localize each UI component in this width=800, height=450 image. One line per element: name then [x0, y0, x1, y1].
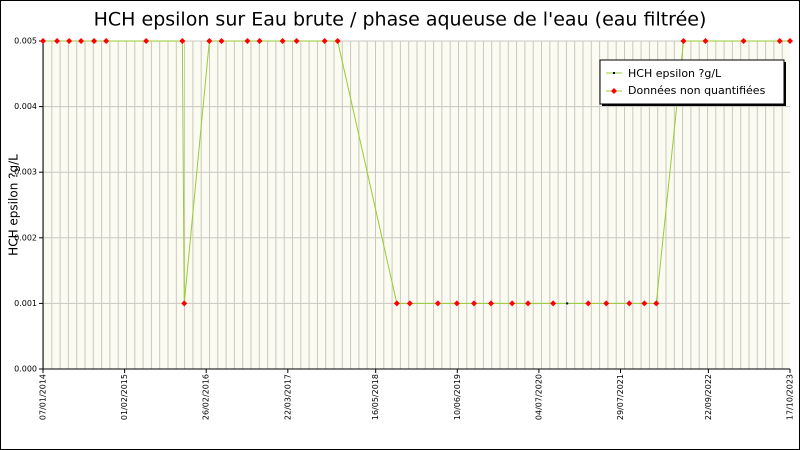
non-quantified-point — [585, 300, 592, 307]
x-tick-label: 10/06/2019 — [453, 374, 462, 420]
x-tick-label: 22/09/2022 — [704, 374, 713, 420]
x-tick-label: 01/02/2015 — [120, 374, 129, 420]
legend-marker — [611, 88, 617, 94]
non-quantified-point — [244, 38, 251, 44]
y-axis-label: HCH epsilon ?g/L — [7, 154, 21, 256]
non-quantified-point — [103, 38, 110, 44]
non-quantified-point — [321, 38, 328, 44]
x-tick-label: 07/01/2014 — [39, 374, 48, 420]
non-quantified-point — [334, 38, 341, 44]
non-quantified-point — [626, 300, 633, 307]
non-quantified-point — [776, 38, 783, 44]
non-quantified-point — [54, 38, 61, 44]
non-quantified-point — [702, 38, 709, 44]
x-tick-label: 26/02/2016 — [202, 374, 211, 420]
y-tick-label: 0.001 — [14, 299, 37, 308]
non-quantified-point — [293, 38, 300, 44]
legend — [599, 59, 785, 105]
non-quantified-point — [509, 300, 516, 307]
y-tick-label: 0.003 — [14, 168, 37, 177]
non-quantified-point — [787, 38, 793, 44]
non-quantified-point — [393, 300, 400, 307]
non-quantified-point — [680, 38, 687, 44]
non-quantified-point — [78, 38, 85, 44]
non-quantified-point — [181, 300, 188, 307]
non-quantified-point — [525, 300, 532, 307]
x-tick-label: 16/05/2018 — [371, 374, 380, 420]
non-quantified-point — [279, 38, 286, 44]
y-tick-label: 0.002 — [14, 233, 37, 242]
x-tick-label: 22/03/2017 — [283, 374, 292, 420]
non-quantified-point — [453, 300, 460, 307]
non-quantified-point — [434, 300, 441, 307]
non-quantified-point — [653, 300, 660, 307]
non-quantified-point — [179, 38, 186, 44]
y-tick-label: 0.000 — [14, 365, 37, 374]
non-quantified-point — [256, 38, 263, 44]
non-quantified-point — [471, 300, 478, 307]
legend-label: HCH epsilon ?g/L — [628, 67, 722, 80]
legend-marker — [613, 72, 615, 74]
non-quantified-point — [550, 300, 557, 307]
non-quantified-point — [143, 38, 150, 44]
legend-label: Données non quantifiées — [628, 84, 766, 97]
non-quantified-point — [740, 38, 747, 44]
chart-title: HCH epsilon sur Eau brute / phase aqueus… — [94, 9, 707, 31]
x-tick-label: 17/10/2023 — [786, 374, 795, 420]
non-quantified-point — [91, 38, 98, 44]
y-tick-label: 0.004 — [14, 102, 37, 111]
non-quantified-point — [218, 38, 225, 44]
non-quantified-point — [487, 300, 494, 307]
x-tick-label: 29/07/2021 — [616, 374, 625, 420]
non-quantified-point — [66, 38, 73, 44]
y-tick-label: 0.005 — [14, 37, 37, 46]
non-quantified-point — [206, 38, 213, 44]
non-quantified-point — [641, 300, 648, 307]
non-quantified-point — [40, 38, 46, 44]
non-quantified-point — [406, 300, 413, 307]
x-tick-label: 04/07/2020 — [534, 374, 543, 420]
non-quantified-point — [603, 300, 610, 307]
point — [566, 302, 569, 305]
